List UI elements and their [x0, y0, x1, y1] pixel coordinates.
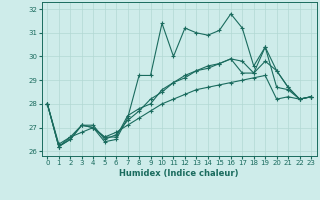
X-axis label: Humidex (Indice chaleur): Humidex (Indice chaleur): [119, 169, 239, 178]
